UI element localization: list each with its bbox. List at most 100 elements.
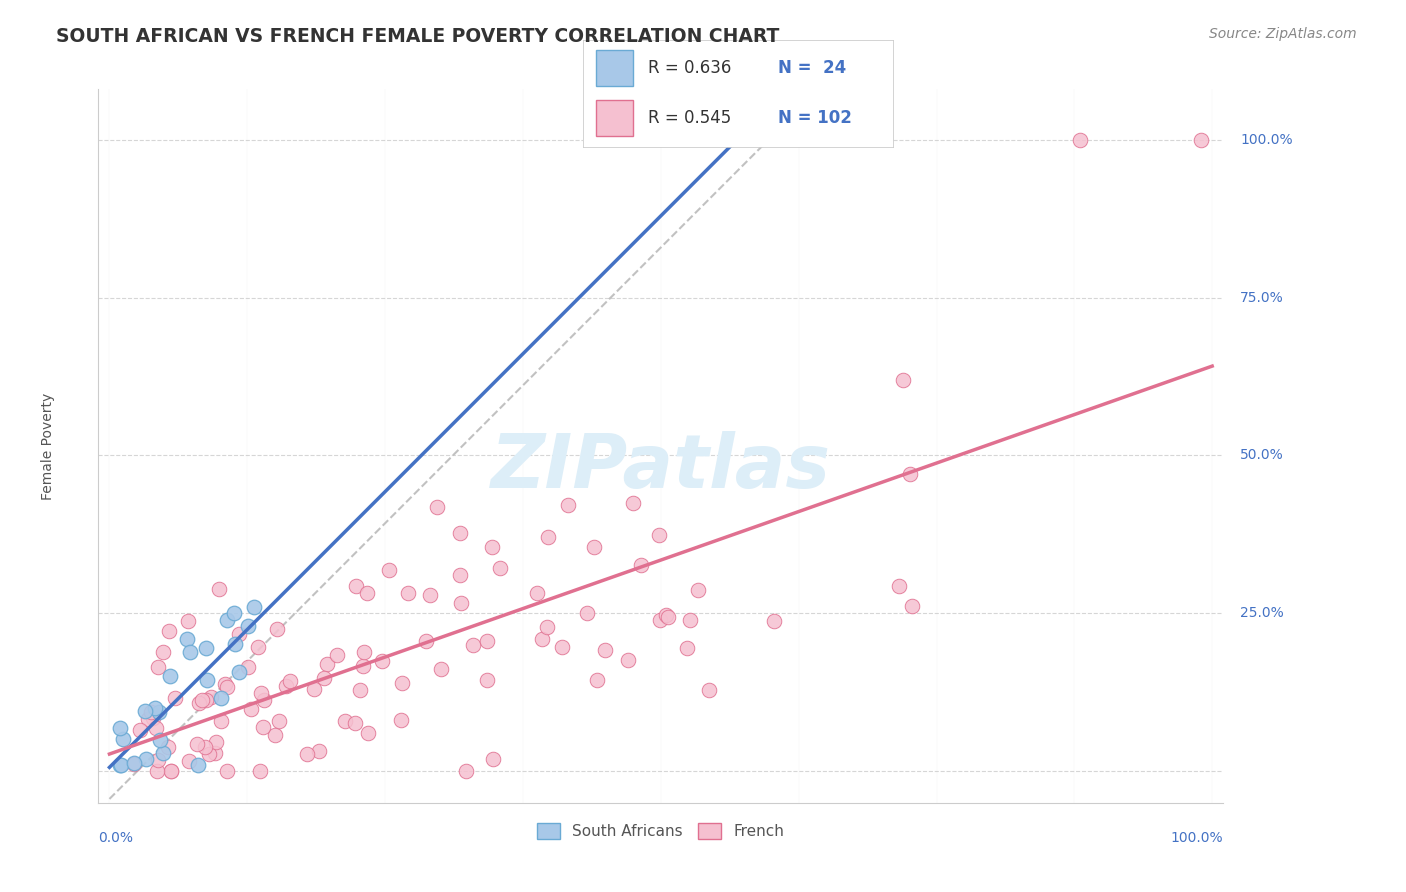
- Point: [449, 568, 471, 582]
- Point: [481, 541, 503, 555]
- Point: [187, 757, 209, 772]
- Point: [353, 645, 375, 659]
- Text: Female Poverty: Female Poverty: [41, 392, 55, 500]
- Point: [675, 641, 697, 656]
- Point: [249, 686, 271, 700]
- Point: [134, 704, 156, 718]
- Point: [887, 579, 910, 593]
- Point: [179, 645, 201, 659]
- Point: [176, 632, 198, 646]
- Point: [160, 764, 183, 779]
- Point: [333, 714, 356, 728]
- Point: [621, 496, 644, 510]
- Point: [582, 540, 605, 554]
- Point: [267, 714, 290, 728]
- Text: Source: ZipAtlas.com: Source: ZipAtlas.com: [1209, 27, 1357, 41]
- Point: [239, 702, 262, 716]
- Point: [217, 680, 239, 694]
- Point: [243, 600, 266, 615]
- Point: [157, 624, 180, 638]
- Point: [697, 683, 720, 698]
- Point: [1069, 133, 1091, 147]
- Point: [142, 711, 165, 725]
- Point: [346, 579, 368, 593]
- Point: [900, 599, 922, 614]
- Point: [149, 732, 172, 747]
- Point: [357, 726, 380, 740]
- Point: [146, 660, 169, 674]
- Point: [200, 690, 222, 704]
- Point: [461, 638, 484, 652]
- Point: [356, 586, 378, 600]
- Point: [204, 735, 226, 749]
- Point: [146, 753, 169, 767]
- Text: ZIPatlas: ZIPatlas: [491, 431, 831, 504]
- Point: [204, 746, 226, 760]
- Point: [426, 500, 449, 514]
- Point: [276, 679, 298, 693]
- Point: [176, 614, 198, 628]
- Point: [576, 606, 599, 620]
- Point: [617, 652, 640, 666]
- Point: [159, 668, 181, 682]
- Point: [217, 764, 239, 779]
- Point: [898, 467, 921, 482]
- Point: [526, 586, 548, 600]
- Point: [278, 673, 301, 688]
- Point: [194, 640, 217, 655]
- Point: [187, 696, 209, 710]
- Point: [217, 613, 239, 627]
- Point: [128, 723, 150, 737]
- Bar: [596, 100, 633, 136]
- Point: [194, 739, 217, 754]
- Point: [249, 764, 271, 779]
- Point: [531, 632, 554, 647]
- Text: 0.0%: 0.0%: [98, 831, 134, 846]
- Point: [110, 758, 132, 772]
- Text: 100.0%: 100.0%: [1240, 133, 1292, 146]
- Point: [1189, 133, 1212, 147]
- Point: [222, 606, 245, 620]
- Point: [352, 659, 374, 673]
- Point: [214, 676, 236, 690]
- Point: [893, 373, 915, 387]
- Point: [246, 640, 269, 654]
- Point: [377, 563, 399, 577]
- Point: [156, 740, 179, 755]
- Point: [145, 722, 167, 736]
- Point: [586, 673, 609, 688]
- Point: [389, 713, 412, 727]
- Point: [177, 754, 200, 768]
- Point: [266, 622, 288, 636]
- Point: [557, 498, 579, 512]
- Text: R = 0.545: R = 0.545: [648, 110, 731, 128]
- Point: [224, 637, 246, 651]
- Point: [264, 728, 287, 742]
- Text: N = 102: N = 102: [779, 110, 852, 128]
- Point: [208, 582, 231, 597]
- Point: [191, 693, 214, 707]
- Point: [110, 721, 132, 735]
- Point: [550, 640, 572, 654]
- Point: [143, 701, 166, 715]
- Text: 75.0%: 75.0%: [1240, 291, 1284, 304]
- Point: [295, 747, 318, 761]
- Point: [122, 756, 145, 770]
- Point: [657, 610, 679, 624]
- Point: [209, 714, 232, 728]
- Point: [450, 596, 472, 610]
- Point: [312, 671, 335, 685]
- Text: R = 0.636: R = 0.636: [648, 59, 731, 77]
- Point: [648, 528, 671, 542]
- Point: [209, 691, 232, 706]
- Point: [477, 673, 499, 687]
- Point: [252, 693, 274, 707]
- Point: [186, 737, 208, 751]
- Point: [449, 525, 471, 540]
- Point: [344, 716, 367, 731]
- Point: [228, 665, 250, 679]
- Point: [489, 561, 512, 575]
- Point: [349, 682, 371, 697]
- Point: [396, 585, 419, 599]
- Point: [122, 757, 145, 772]
